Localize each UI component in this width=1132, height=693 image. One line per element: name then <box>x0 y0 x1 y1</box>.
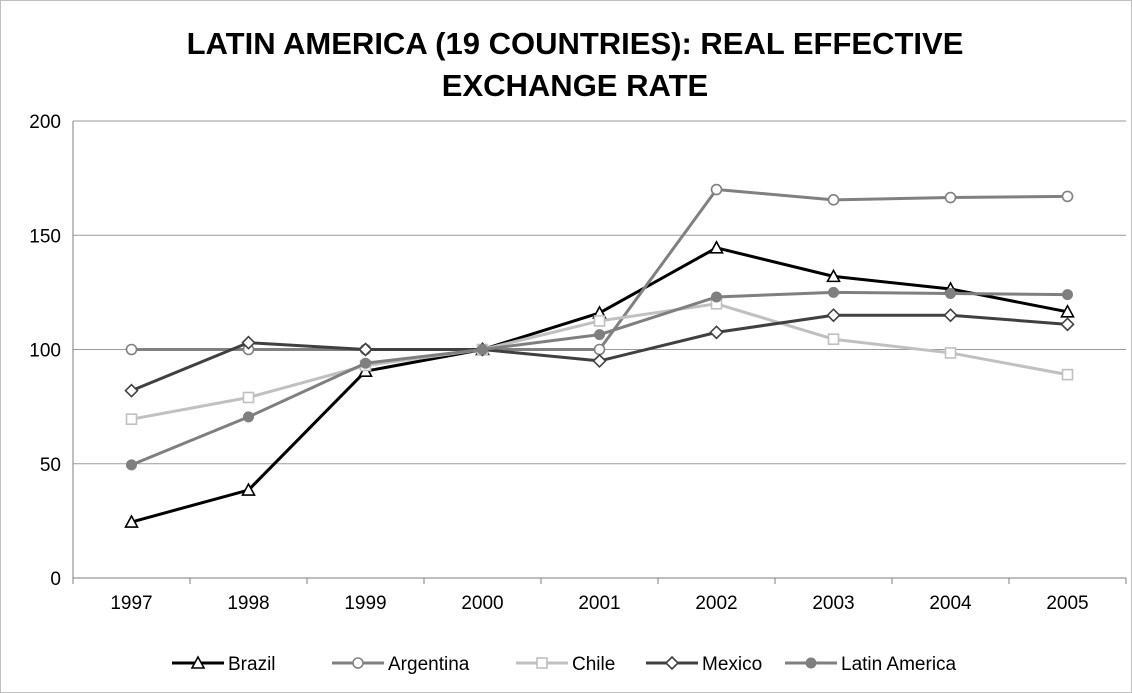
legend-swatch-marker <box>352 657 364 669</box>
data-point <box>125 343 138 356</box>
legend-label: Argentina <box>388 654 470 675</box>
y-tick-label: 200 <box>29 112 61 133</box>
legend-swatch-marker <box>805 657 817 669</box>
data-point <box>124 383 139 398</box>
y-tick-label: 0 <box>50 569 61 590</box>
data-point <box>358 342 373 357</box>
legend-label: Latin America <box>841 654 957 675</box>
data-point <box>125 413 138 425</box>
data-point <box>593 315 606 327</box>
data-point <box>827 194 840 206</box>
data-point <box>124 514 139 528</box>
y-tick-label: 150 <box>29 226 61 247</box>
legend-item: Brazil <box>172 654 276 675</box>
x-tick-label: 1998 <box>227 593 269 614</box>
legend-item: Latin America <box>785 654 957 675</box>
data-point <box>1061 190 1074 203</box>
x-tick-label: 2003 <box>812 593 854 614</box>
y-tick-label: 50 <box>40 455 61 476</box>
data-point <box>477 344 488 355</box>
data-point <box>711 291 722 303</box>
series-line <box>131 246 1068 524</box>
data-point <box>126 459 137 471</box>
legend-swatch-marker <box>536 657 548 669</box>
data-point <box>593 343 606 356</box>
legend-swatch-marker <box>664 655 680 671</box>
legend-label: Mexico <box>702 654 762 675</box>
x-tick-label: 1997 <box>110 593 152 614</box>
legend-label: Chile <box>572 654 615 675</box>
data-point <box>710 183 723 196</box>
data-point <box>1062 289 1073 301</box>
data-point <box>1060 317 1075 332</box>
legend-item: Argentina <box>332 654 470 675</box>
data-point <box>1061 368 1074 381</box>
series-latin-america <box>126 286 1073 471</box>
data-point <box>826 268 841 283</box>
legend-label: Brazil <box>228 654 276 675</box>
data-point <box>709 240 724 254</box>
legend-swatch-marker <box>190 655 206 669</box>
data-point <box>592 353 607 369</box>
x-tick-label: 2001 <box>578 593 620 614</box>
data-point <box>944 191 957 204</box>
chart-title-line-2: EXCHANGE RATE <box>442 68 708 103</box>
data-point <box>826 308 841 323</box>
legend-item: Chile <box>516 654 615 675</box>
legend: Brazil Argentina Chile Mexico Latin America <box>172 654 957 675</box>
legend-item: Mexico <box>646 654 762 675</box>
data-point <box>241 482 256 496</box>
data-point <box>1060 304 1075 318</box>
data-point <box>709 325 724 340</box>
data-point <box>827 333 840 346</box>
data-point <box>945 288 956 300</box>
data-point <box>360 357 371 369</box>
data-point <box>242 391 255 404</box>
x-tick-label: 2002 <box>695 593 737 614</box>
data-point <box>594 329 605 341</box>
axes: 0 50 100 150 200 1997 1998 1999 2000 2001 2002 2003… <box>29 112 1127 614</box>
data-point <box>243 411 254 423</box>
data-point <box>943 308 958 323</box>
series-argentina <box>125 183 1074 356</box>
x-tick-label: 1999 <box>344 593 386 614</box>
data-point <box>241 335 256 350</box>
chart-title-line-1: LATIN AMERICA (19 COUNTRIES): REAL EFFEC… <box>187 26 964 61</box>
y-tick-label: 100 <box>29 341 61 362</box>
x-tick-label: 2000 <box>461 593 503 614</box>
data-point <box>828 286 839 298</box>
x-tick-label: 2005 <box>1046 593 1088 614</box>
data-point <box>944 347 957 359</box>
series-lines <box>124 183 1075 528</box>
x-tick-label: 2004 <box>929 593 972 614</box>
series-brazil <box>124 240 1075 528</box>
